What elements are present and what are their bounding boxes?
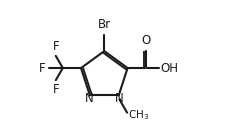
Text: Br: Br: [98, 18, 111, 31]
Text: O: O: [141, 34, 150, 47]
Text: N: N: [115, 92, 124, 105]
Text: CH$_3$: CH$_3$: [128, 108, 149, 122]
Text: F: F: [53, 83, 59, 96]
Text: F: F: [39, 61, 46, 74]
Text: N: N: [85, 92, 94, 105]
Text: OH: OH: [160, 61, 178, 74]
Text: F: F: [53, 40, 59, 53]
